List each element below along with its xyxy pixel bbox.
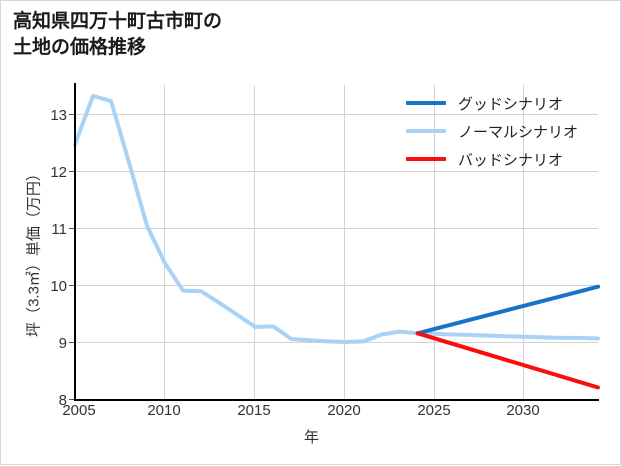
legend-item-good[interactable]: グッドシナリオ	[406, 89, 606, 117]
gridline-y-11	[75, 228, 598, 229]
gridline-x-2015	[254, 85, 255, 399]
series-line-good	[415, 284, 600, 336]
y-tick-13: 13	[50, 107, 67, 124]
legend-item-normal[interactable]: ノーマルシナリオ	[406, 117, 606, 145]
gridline-x-2010	[164, 85, 165, 399]
x-tick-2020: 2020	[327, 402, 361, 419]
y-tick-10: 10	[50, 278, 67, 295]
series-line-normal	[73, 93, 600, 344]
gridline-x-2030	[523, 85, 524, 399]
y-tick-9: 9	[58, 335, 67, 352]
legend-item-bad[interactable]: バッドシナリオ	[406, 145, 606, 173]
gridline-y-10	[75, 285, 598, 286]
x-axis-line	[74, 399, 599, 401]
legend-label-good: グッドシナリオ	[458, 95, 564, 113]
x-axis-title: 年	[303, 429, 319, 446]
y-axis-line	[74, 83, 76, 401]
y-tickmark-12	[69, 171, 74, 172]
x-tick-2010: 2010	[147, 402, 181, 419]
y-axis-title: 坪（3.3㎡）単価（万円）	[25, 166, 43, 337]
y-tickmark-13	[69, 114, 74, 115]
y-tick-8: 8	[58, 392, 67, 409]
series-line-bad	[415, 331, 600, 390]
x-tick-2015: 2015	[237, 402, 271, 419]
legend-swatch-normal-icon	[406, 129, 446, 133]
legend-label-normal: ノーマルシナリオ	[458, 123, 579, 141]
page-title: 高知県四万十町古市町の 土地の価格推移	[13, 11, 223, 58]
y-tick-11: 11	[51, 221, 67, 238]
gridline-y-13	[75, 114, 598, 115]
legend-swatch-good-icon	[406, 101, 446, 105]
y-tick-12: 12	[50, 164, 67, 181]
x-tick-2025: 2025	[417, 402, 451, 419]
plot-background	[75, 85, 598, 399]
legend-label-bad: バッドシナリオ	[458, 151, 564, 169]
gridline-x-2020	[344, 85, 345, 399]
y-axis-tick-labels: 8 9 10 11 12 13	[39, 1, 67, 466]
y-tickmark-11	[69, 228, 74, 229]
series-layer	[73, 93, 600, 390]
y-tickmark-10	[69, 285, 74, 286]
x-tick-2030: 2030	[506, 402, 540, 419]
x-tick-2005: 2005	[62, 402, 96, 419]
y-tickmark-9	[69, 342, 74, 343]
legend-swatch-bad-icon	[406, 157, 446, 161]
gridline-y-12	[75, 171, 598, 172]
y-axis-title-host: 坪（3.3㎡）単価（万円）	[1, 91, 43, 391]
y-tickmark-8	[69, 399, 74, 400]
gridline-x-2025	[434, 85, 435, 399]
legend: グッドシナリオ ノーマルシナリオ バッドシナリオ	[406, 89, 606, 173]
